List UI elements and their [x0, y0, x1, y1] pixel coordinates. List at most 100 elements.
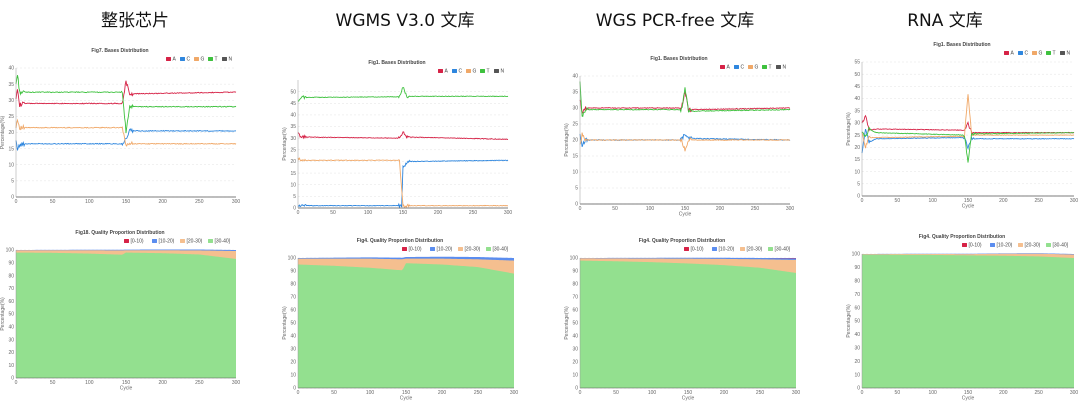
y-tick-label: 60: [572, 308, 578, 314]
series-line-A: [579, 91, 791, 114]
series-line-T: [861, 126, 1075, 163]
y-tick-label: 30: [290, 136, 296, 142]
legend-swatch: [486, 247, 491, 251]
chart-title: Fig7. Bases Distribution: [91, 48, 148, 54]
x-tick-label: 100: [85, 380, 94, 386]
y-tick-label: 20: [8, 350, 14, 356]
y-tick-label: 100: [288, 256, 297, 262]
chart-svg: Fig1. Bases Distribution A C G T N 0 5 10 15 20 25 3…: [564, 56, 794, 218]
y-tick-label: 10: [572, 373, 578, 379]
x-tick-label: 100: [646, 206, 655, 212]
legend: [0-10) [10-20) [20-30) [30-40]: [962, 243, 1069, 249]
legend-label: [10-20): [719, 247, 735, 253]
x-tick-label: 200: [158, 380, 167, 386]
quality-area-30-40: [298, 263, 514, 388]
legend-swatch: [152, 239, 157, 243]
legend-swatch: [430, 247, 435, 251]
legend-swatch: [402, 247, 407, 251]
series-line-C: [297, 159, 509, 209]
legend-label: [10-20): [997, 243, 1013, 249]
x-tick-label: 50: [895, 198, 901, 204]
y-tick-label: 10: [8, 162, 14, 168]
y-tick-label: 30: [572, 106, 578, 112]
y-axis-label: Percentage(%): [0, 115, 6, 149]
quality-area-30-40: [16, 252, 236, 378]
y-tick-label: 15: [572, 154, 578, 160]
series-line-A: [15, 80, 237, 108]
y-tick-label: 10: [290, 182, 296, 188]
legend-swatch: [1032, 51, 1037, 55]
y-tick-label: 50: [8, 312, 14, 318]
chart-svg: Fig1. Bases Distribution A C G T N 0 5 10 15 20 25 3…: [282, 60, 512, 216]
x-tick-label: 250: [751, 206, 760, 212]
legend-swatch: [438, 69, 443, 73]
y-tick-label: 30: [290, 347, 296, 353]
y-tick-label: 50: [290, 321, 296, 327]
legend-label: [20-30): [747, 247, 763, 253]
y-axis-label: Percentage(%): [282, 306, 288, 340]
legend-swatch: [684, 247, 689, 251]
y-tick-label: 5: [293, 194, 296, 200]
chart-svg: Fig4. Quality Proportion Distribution [0-…: [564, 238, 800, 402]
column-title-wgms: WGMS V3.0 文库: [335, 11, 475, 31]
chart-title: Fig4. Quality Proportion Distribution: [639, 238, 725, 244]
y-tick-label: 25: [8, 114, 14, 120]
legend-swatch: [1018, 243, 1023, 247]
series-line-G: [861, 94, 1075, 149]
chart-title: Fig1. Bases Distribution: [650, 56, 707, 62]
x-tick-label: 0: [579, 390, 582, 396]
chart-wgs-bases: Fig1. Bases Distribution A C G T N 0 5 10 15 20 25 3…: [564, 52, 794, 218]
x-tick-label: 150: [122, 199, 131, 205]
chart-rna-bases: Fig1. Bases Distribution A C G T N 0 5 10 15 20 25 3…: [846, 38, 1078, 210]
y-tick-label: 45: [854, 84, 860, 90]
legend-label: C: [187, 57, 191, 63]
x-axis-label: Cycle: [682, 396, 695, 402]
chart-svg: Fig18. Quality Proportion Distribution [0…: [0, 230, 241, 392]
x-tick-label: 250: [195, 199, 204, 205]
y-tick-label: 0: [575, 202, 578, 208]
y-axis-label: Percentage(%): [0, 297, 6, 331]
legend-label: G: [755, 65, 759, 71]
series-line-T: [579, 81, 791, 117]
legend-swatch: [180, 57, 185, 61]
legend-swatch: [458, 247, 463, 251]
series-line-A: [297, 131, 509, 141]
series-line-T: [297, 86, 509, 102]
legend-label: A: [445, 69, 449, 75]
legend-label: C: [459, 69, 463, 75]
y-tick-label: 70: [290, 295, 296, 301]
legend-label: [20-30): [1025, 243, 1041, 249]
x-tick-label: 250: [1034, 198, 1043, 204]
x-tick-label: 100: [928, 198, 937, 204]
legend-swatch: [1046, 243, 1051, 247]
legend-label: A: [727, 65, 731, 71]
y-tick-label: 25: [572, 122, 578, 128]
x-tick-label: 0: [15, 380, 18, 386]
legend-swatch: [740, 247, 745, 251]
y-tick-label: 50: [854, 319, 860, 325]
chart-title: Fig1. Bases Distribution: [933, 42, 990, 48]
y-tick-label: 40: [290, 113, 296, 119]
legend-label: G: [1039, 51, 1043, 57]
y-tick-label: 10: [854, 372, 860, 378]
x-axis-label: Cycle: [120, 386, 133, 392]
x-tick-label: 0: [15, 199, 18, 205]
y-tick-label: 5: [11, 179, 14, 185]
y-tick-label: 30: [854, 346, 860, 352]
y-tick-label: 90: [290, 269, 296, 275]
legend-swatch: [1018, 51, 1023, 55]
x-tick-label: 0: [579, 206, 582, 212]
y-tick-label: 100: [852, 252, 861, 258]
chart-svg: Fig7. Bases Distribution A C G T N 0 5 10 15 20 25 3…: [0, 48, 240, 205]
legend-label: T: [215, 57, 218, 63]
chart-chip-bases: Fig7. Bases Distribution A C G T N 0 5 10 15 20 25 3…: [0, 44, 240, 211]
x-tick-label: 300: [232, 380, 241, 386]
x-tick-label: 0: [297, 210, 300, 216]
quality-area-30-40: [580, 260, 796, 388]
x-axis-label: Cycle: [962, 204, 975, 210]
legend-swatch: [208, 239, 213, 243]
y-tick-label: 15: [854, 157, 860, 163]
x-tick-label: 250: [756, 390, 765, 396]
y-tick-label: 0: [293, 206, 296, 212]
